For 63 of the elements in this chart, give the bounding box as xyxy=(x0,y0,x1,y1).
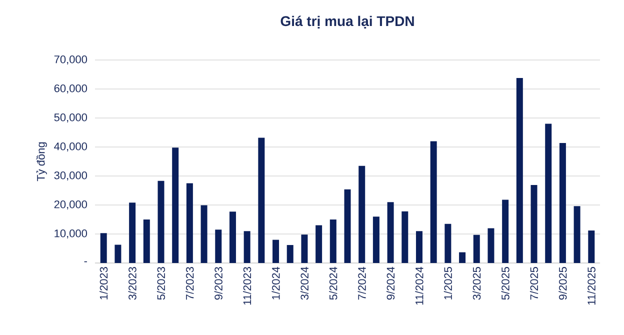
y-tick-label: 40,000 xyxy=(54,142,88,152)
bar xyxy=(459,252,466,263)
y-tick-label: - xyxy=(84,261,87,262)
bar xyxy=(488,228,494,263)
x-tick-label: 1/2023 xyxy=(100,267,108,300)
y-tick-label: 70,000 xyxy=(54,55,88,65)
bar xyxy=(387,202,394,263)
x-tick-label: 5/2023 xyxy=(156,267,166,300)
bar xyxy=(372,216,380,263)
x-tick-label: 3/2025 xyxy=(472,267,481,300)
bar xyxy=(559,142,566,263)
chart-title: Giá trị mua lại TPDN xyxy=(280,16,414,28)
bar xyxy=(473,234,480,263)
bar xyxy=(588,230,595,263)
bar xyxy=(129,202,136,263)
x-tick-label: 7/2025 xyxy=(530,267,538,300)
x-tick-label: 1/2024 xyxy=(272,266,280,300)
bar xyxy=(100,233,107,263)
bar xyxy=(402,211,408,263)
x-tick-label: 3/2023 xyxy=(128,267,136,300)
bar xyxy=(344,189,351,263)
bar xyxy=(530,184,538,263)
bar xyxy=(114,244,122,263)
bar xyxy=(229,212,236,263)
x-tick-label: 11/2023 xyxy=(243,267,252,305)
y-tick-label: 30,000 xyxy=(54,171,88,181)
x-tick-label: 7/2023 xyxy=(186,267,194,300)
y-tick-label: 60,000 xyxy=(54,84,88,94)
x-tick-label: 9/2023 xyxy=(214,267,222,300)
bar xyxy=(316,225,322,263)
x-tick-label: 3/2024 xyxy=(300,266,309,300)
bar xyxy=(358,166,366,263)
bar xyxy=(258,138,265,263)
y-tick-label: 10,000 xyxy=(54,229,88,239)
bar xyxy=(430,141,437,263)
bar xyxy=(545,124,552,263)
x-tick-label: 1/2025 xyxy=(444,267,452,300)
x-tick-label: 9/2024 xyxy=(386,266,395,300)
bar xyxy=(186,183,193,263)
x-tick-label: 9/2025 xyxy=(558,267,567,300)
bar xyxy=(244,231,250,263)
bar xyxy=(416,231,422,263)
bar xyxy=(200,205,208,263)
bar xyxy=(301,234,308,263)
bar xyxy=(502,200,509,263)
y-tick-label: 50,000 xyxy=(54,113,88,123)
x-tick-label: 11/2025 xyxy=(587,267,596,305)
x-tick-label: 5/2024 xyxy=(329,266,338,300)
x-tick-label: 11/2024 xyxy=(415,266,424,305)
x-tick-label: 7/2024 xyxy=(358,266,366,300)
x-tick-label: 5/2025 xyxy=(501,267,510,300)
bar xyxy=(516,78,523,263)
bar xyxy=(444,224,452,263)
y-tick-label: 20,000 xyxy=(54,200,88,210)
bar xyxy=(172,148,179,263)
bar xyxy=(574,206,580,263)
bar xyxy=(286,245,294,263)
bar xyxy=(143,220,150,263)
bar xyxy=(158,180,164,263)
bar xyxy=(330,220,336,263)
bar xyxy=(272,240,280,263)
y-axis-title: Tỷ đồng xyxy=(36,142,47,182)
bar xyxy=(215,230,222,263)
